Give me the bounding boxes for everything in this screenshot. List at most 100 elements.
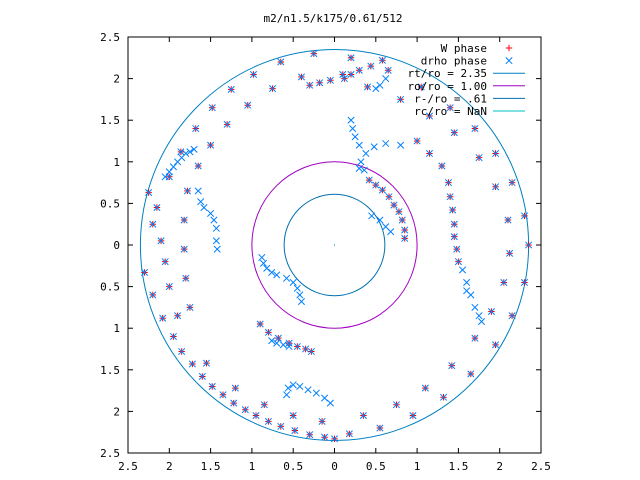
point-s1-94 bbox=[395, 208, 403, 216]
point-s1-90 bbox=[372, 181, 380, 189]
point-s1-87 bbox=[302, 345, 310, 353]
point-s1-8 bbox=[198, 372, 206, 381]
y-tick-label: 2 bbox=[113, 73, 120, 86]
point-s1-78 bbox=[180, 216, 188, 224]
point-s1-92 bbox=[385, 193, 393, 201]
point-s1-49 bbox=[174, 312, 182, 320]
x-tick-label: 1 bbox=[249, 460, 256, 473]
point-s1-147 bbox=[296, 291, 304, 299]
point-s1-32 bbox=[471, 124, 479, 133]
point-s1-41 bbox=[208, 104, 216, 112]
point-s1-63 bbox=[504, 216, 512, 224]
point-s1-106 bbox=[454, 258, 462, 266]
point-s1-160 bbox=[326, 399, 334, 407]
point-s1-159 bbox=[321, 394, 329, 402]
point-s1-149 bbox=[285, 342, 293, 351]
chart-title: m2/n1.5/k175/0.61/512 bbox=[263, 12, 402, 25]
point-s1-125 bbox=[382, 139, 390, 148]
point-s1-1 bbox=[149, 220, 157, 228]
x-tick-label: 2.5 bbox=[118, 460, 138, 473]
point-s1-98 bbox=[378, 56, 386, 64]
point-s1-38 bbox=[277, 58, 285, 66]
point-s1-173 bbox=[463, 278, 471, 286]
y-tick-label: 1 bbox=[113, 156, 120, 169]
point-s1-4 bbox=[159, 314, 167, 322]
point-s1-79 bbox=[180, 245, 188, 253]
point-s1-17 bbox=[306, 431, 314, 439]
point-s1-150 bbox=[279, 341, 287, 349]
point-s1-88 bbox=[307, 347, 315, 356]
point-s1-115 bbox=[413, 137, 421, 145]
point-s1-20 bbox=[345, 430, 353, 438]
point-s1-56 bbox=[392, 401, 401, 409]
point-s1-76 bbox=[194, 162, 202, 170]
point-s1-142 bbox=[268, 268, 276, 277]
data-point-layer bbox=[140, 50, 533, 443]
point-s1-19 bbox=[330, 435, 339, 443]
point-s1-52 bbox=[260, 401, 268, 409]
point-s1-89 bbox=[365, 176, 373, 184]
point-s1-123 bbox=[190, 145, 198, 153]
point-s1-62 bbox=[506, 249, 514, 257]
point-s1-135 bbox=[210, 216, 218, 224]
point-s1-24 bbox=[467, 370, 475, 378]
point-s1-167 bbox=[372, 85, 380, 93]
point-s1-156 bbox=[296, 382, 304, 390]
y-tick-label: 2 bbox=[113, 405, 120, 418]
y-tick-label: 1 bbox=[113, 322, 120, 335]
point-s1-155 bbox=[289, 381, 297, 389]
x-tick-label: 1.5 bbox=[448, 460, 468, 473]
point-s1-107 bbox=[453, 245, 461, 253]
point-s1-110 bbox=[449, 206, 457, 214]
point-s1-175 bbox=[471, 303, 479, 311]
point-s1-64 bbox=[492, 183, 500, 191]
point-s1-177 bbox=[477, 317, 486, 326]
point-s1-66 bbox=[450, 129, 458, 137]
point-s1-16 bbox=[291, 426, 299, 435]
point-s1-46 bbox=[157, 237, 165, 245]
point-s1-133 bbox=[200, 204, 208, 212]
point-s1-74 bbox=[223, 120, 231, 128]
point-s1-82 bbox=[256, 320, 264, 328]
point-s1-30 bbox=[508, 179, 516, 187]
point-s1-136 bbox=[212, 224, 220, 232]
point-s1-75 bbox=[207, 141, 215, 149]
point-s1-127 bbox=[362, 149, 370, 158]
point-s1-23 bbox=[439, 393, 448, 401]
point-s1-18 bbox=[321, 433, 329, 441]
point-s1-29 bbox=[520, 212, 529, 220]
point-s1-21 bbox=[376, 424, 384, 432]
point-s1-37 bbox=[310, 50, 318, 58]
point-s1-14 bbox=[264, 417, 272, 425]
point-s1-22 bbox=[409, 412, 417, 420]
point-s1-154 bbox=[284, 384, 292, 392]
point-s1-143 bbox=[273, 271, 281, 279]
point-s1-54 bbox=[318, 417, 326, 425]
point-s1-132 bbox=[197, 198, 205, 206]
point-s1-26 bbox=[508, 312, 516, 320]
point-s1-50 bbox=[202, 359, 211, 367]
point-s1-102 bbox=[340, 75, 348, 83]
point-s1-5 bbox=[169, 332, 177, 341]
legend-marker bbox=[505, 44, 513, 52]
legend-marker bbox=[505, 57, 513, 65]
point-s1-65 bbox=[475, 154, 483, 162]
point-s1-40 bbox=[227, 85, 235, 93]
point-s1-118 bbox=[169, 163, 177, 171]
x-tick-label: 1 bbox=[414, 460, 421, 473]
circle-2 bbox=[283, 193, 386, 297]
point-s1-141 bbox=[263, 264, 271, 272]
point-s1-67 bbox=[425, 112, 434, 120]
point-s1-128 bbox=[357, 158, 365, 166]
point-s1-145 bbox=[289, 278, 297, 286]
y-tick-label: 0.5 bbox=[100, 281, 120, 294]
point-s1-84 bbox=[274, 334, 282, 342]
x-tick-label: 2 bbox=[166, 460, 173, 473]
point-s1-15 bbox=[277, 422, 285, 430]
point-s1-86 bbox=[293, 342, 301, 351]
point-s1-103 bbox=[326, 76, 334, 84]
point-s1-25 bbox=[492, 341, 500, 349]
point-s1-124 bbox=[397, 141, 405, 149]
